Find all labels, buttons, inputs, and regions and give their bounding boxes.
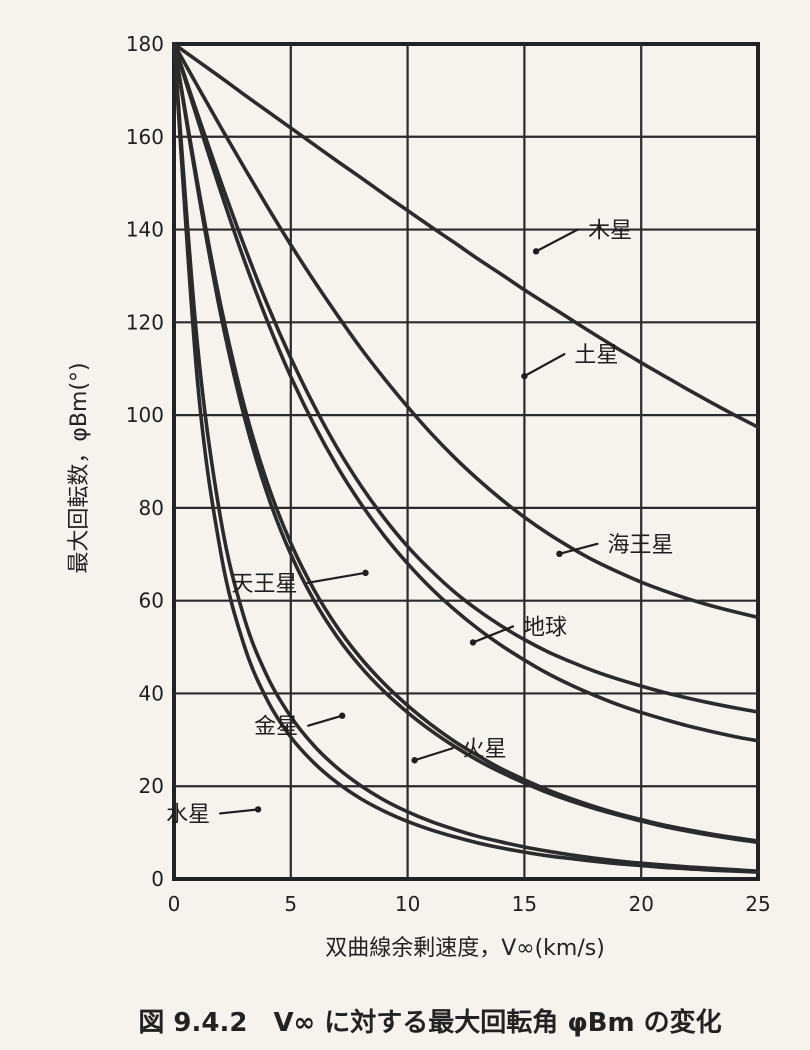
annotation-leader [471, 625, 515, 644]
annotation-dot [411, 757, 418, 764]
y-tick-label: 100 [126, 403, 164, 427]
series-annotation-label: 地球 [523, 615, 567, 640]
annotation-leader [534, 228, 580, 253]
series-line [172, 42, 760, 845]
x-axis-label: 双曲線余剰速度，V∞(km/s) [325, 936, 605, 961]
x-tick-label: 20 [628, 892, 653, 916]
annotation-leader [218, 808, 260, 815]
x-tick-label: 25 [745, 892, 770, 916]
x-tick-label: 0 [168, 892, 181, 916]
annotation-dot [469, 639, 477, 646]
annotation-leader [523, 353, 566, 378]
series-annotation-label: 木星 [588, 218, 632, 243]
series-line [172, 42, 760, 874]
y-tick-labels: 0 20 40 60 80 100 120 140 160 180 [126, 32, 164, 891]
series-line [172, 42, 760, 429]
figure-caption: 図 9.4.2 V∞ に対する最大回転角 φBm の変化 [138, 1007, 721, 1038]
y-tick-label: 80 [139, 496, 164, 520]
x-tick-label: 15 [512, 892, 537, 916]
y-tick-label: 60 [139, 589, 164, 613]
series-group [172, 42, 760, 874]
y-tick-label: 140 [126, 218, 164, 242]
y-tick-label: 40 [139, 681, 164, 705]
annotation-dot [532, 248, 540, 255]
annotation-dot [254, 806, 262, 813]
plot-frame [172, 42, 760, 881]
series-annotation-label: 金星 [254, 715, 298, 740]
annotation-dot [556, 550, 563, 558]
y-tick-label: 180 [126, 32, 164, 56]
x-tick-label: 5 [284, 892, 297, 916]
y-axis-label: 最大回転数，φBm(°) [67, 362, 92, 573]
annotation-dot [521, 372, 528, 380]
series-annotation-label: 火星 [463, 737, 507, 762]
y-tick-label: 0 [151, 867, 164, 891]
annotation-leader [306, 571, 367, 584]
series-annotation-label: 水星 [166, 802, 210, 827]
annotation-leader [558, 542, 599, 555]
annotation-dot [362, 569, 369, 577]
series-line [172, 42, 760, 620]
series-annotation-label: 天王星 [232, 572, 298, 597]
series-annotation-label: 海王星 [607, 533, 673, 558]
annotation-leader [413, 747, 454, 762]
annotation-leader [307, 714, 344, 727]
series-annotation-label: 土星 [574, 343, 618, 368]
x-tick-label: 10 [395, 892, 420, 916]
annotation-dot [338, 712, 346, 719]
y-tick-label: 120 [126, 310, 164, 334]
series-line [172, 42, 760, 873]
y-tick-label: 160 [126, 125, 164, 149]
y-tick-label: 20 [139, 774, 164, 798]
series-line [172, 42, 760, 743]
x-tick-labels: 0 5 10 15 20 25 [168, 892, 771, 916]
series-line [172, 42, 760, 714]
